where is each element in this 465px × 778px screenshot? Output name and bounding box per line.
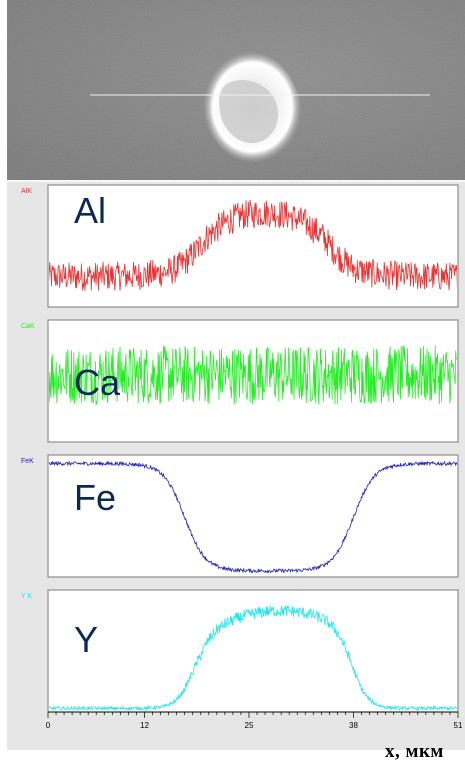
panel-y: Y K Y [21,589,459,713]
panel-y-element-label: Y [74,619,98,660]
panel-al-element-label: Al [74,190,106,231]
x-axis-label: x, мкм [385,741,444,762]
panel-fe-plot-area [47,454,459,578]
series-line-ca [49,345,457,406]
x-tick-label: 0 [46,721,51,730]
x-tick-label: 51 [454,721,463,730]
panel-al-plot-area [47,184,459,308]
panel-ca-small-label: CaK [21,323,35,330]
x-tick-label: 12 [140,721,149,730]
panel-al-small-label: AlK [21,188,32,195]
sem-micrograph [7,0,465,185]
panel-ca: CaK Ca [21,319,459,443]
series-line-al [49,199,457,291]
series-line-y [49,604,457,711]
panel-fe: FeK Fe [21,454,459,578]
x-axis: 0 12 25 38 51 [46,711,463,730]
panel-fe-small-label: FeK [21,458,34,465]
panel-y-small-label: Y K [21,593,32,600]
x-tick-label: 25 [245,721,254,730]
panel-al: AlK Al [21,184,459,308]
panel-y-plot-area [47,589,459,713]
panels: AlK Al CaK Ca FeK Fe Y K Y [21,184,459,713]
panel-ca-element-label: Ca [74,362,121,403]
series-line-fe [49,460,457,574]
panel-fe-element-label: Fe [74,477,116,518]
x-tick-label: 38 [349,721,358,730]
